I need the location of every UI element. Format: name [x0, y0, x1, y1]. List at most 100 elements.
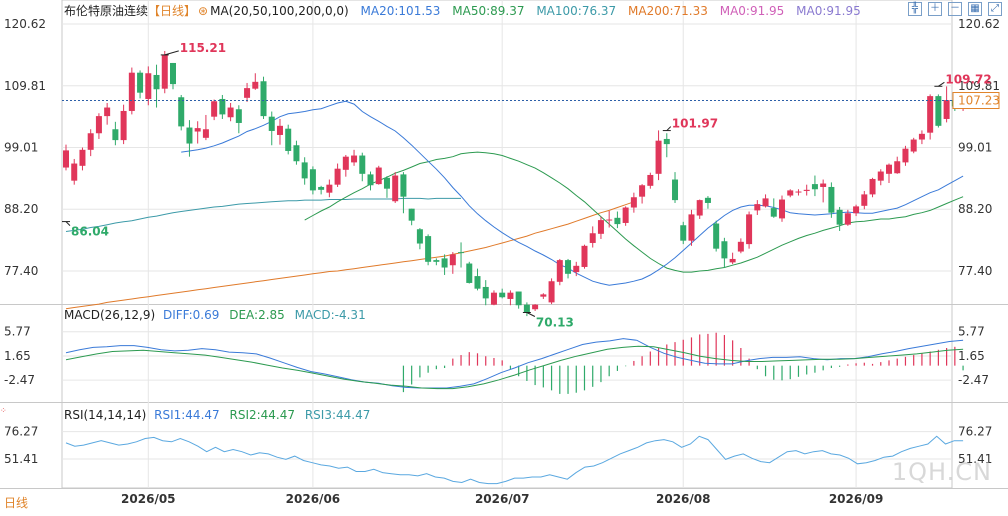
candle: [754, 200, 761, 215]
candle: [844, 209, 851, 226]
candle-body: [943, 100, 950, 119]
candle: [285, 124, 292, 155]
candle: [367, 171, 374, 191]
candle: [375, 165, 382, 185]
candle: [301, 157, 308, 185]
candle-body: [301, 162, 308, 179]
candle: [918, 130, 925, 145]
candle: [853, 204, 860, 217]
candle: [746, 211, 753, 249]
macd-tick-right-1: 1.65: [958, 349, 985, 363]
zoom-out-icon[interactable]: －: [948, 2, 962, 16]
macd-value-label: MACD:-4.31: [294, 308, 366, 322]
candle-body: [194, 128, 201, 132]
bottom-period-button[interactable]: 日线: [4, 496, 29, 510]
candle-body: [359, 155, 366, 174]
x-tick-label-0: 2026/05: [121, 492, 175, 506]
candle: [655, 130, 662, 181]
price-tick-left-4: 77.40: [4, 264, 38, 278]
candle-body: [597, 220, 604, 234]
zoom-in-icon[interactable]: ＋: [928, 2, 942, 16]
candle-body: [754, 204, 761, 211]
candle-body: [565, 260, 572, 274]
annotation-leader: [938, 81, 945, 87]
candle-body: [877, 171, 884, 181]
candle: [153, 64, 160, 108]
candle-body: [886, 164, 892, 174]
candle-body: [202, 129, 209, 138]
annotation-leader: [65, 221, 71, 226]
candle: [227, 102, 234, 122]
candle-body: [918, 133, 925, 140]
candle-body: [614, 217, 621, 225]
candle-body: [894, 161, 901, 174]
candle: [836, 206, 843, 231]
candle: [351, 149, 358, 166]
candle: [392, 172, 399, 203]
candle: [680, 221, 687, 245]
candle-body: [490, 292, 497, 305]
candle: [433, 258, 440, 266]
candle-body: [482, 286, 489, 299]
settings-icon[interactable]: ⊛: [198, 4, 209, 18]
rsi-label: RSI(14,14,14): [64, 408, 147, 422]
candle: [663, 133, 670, 158]
macd-label: MACD(26,12,9): [64, 308, 156, 322]
candle: [482, 280, 489, 306]
rsi-header: RSI(14,14,14) RSI1:44.47 RSI2:44.47 RSI3…: [64, 408, 370, 422]
candle-body: [120, 110, 127, 141]
candle: [639, 184, 646, 204]
rsi-tick-left-1: 51.41: [4, 452, 38, 466]
candle-body: [499, 292, 506, 298]
candle-body: [548, 281, 555, 303]
candle-body: [540, 294, 547, 297]
candle-body: [803, 189, 810, 191]
candle-body: [79, 149, 86, 166]
candle-body: [416, 229, 423, 244]
candle: [260, 76, 267, 119]
chart-toolbar: ╬ ＋ － ▦ ⤢: [908, 2, 1002, 16]
candle-body: [276, 125, 283, 135]
annotation-label: 101.97: [672, 117, 718, 131]
candle-body: [902, 148, 909, 163]
candle: [762, 194, 769, 208]
rsi3-label: RSI3:44.47: [304, 408, 371, 422]
rsi2-label: RSI2:44.47: [229, 408, 296, 422]
candle: [523, 302, 530, 317]
expand-icon[interactable]: ▦: [968, 2, 982, 16]
candle-body: [153, 74, 160, 90]
period-tag[interactable]: 【日线】: [148, 4, 197, 18]
x-tick-label-1: 2026/06: [286, 492, 340, 506]
candle: [211, 99, 218, 121]
crosshair-icon[interactable]: ╬: [908, 2, 922, 16]
candle: [737, 238, 744, 254]
candle-body: [869, 178, 876, 195]
candle-body: [573, 265, 580, 273]
macd-diff-label: DIFF:0.69: [162, 308, 220, 322]
candle: [828, 182, 835, 218]
candle: [466, 261, 473, 284]
axis-tick-layer: 120.62 120.62 109.81 109.81 99.01 99.01 88.20 8…: [4, 17, 1000, 506]
candle-body: [770, 208, 777, 217]
candle: [71, 158, 78, 185]
candle-body: [71, 163, 78, 181]
candle-body: [342, 156, 349, 170]
fullscreen-icon[interactable]: ⤢: [988, 2, 1002, 16]
annotation-leader: [164, 50, 179, 56]
candle-body: [318, 186, 325, 190]
candle: [359, 152, 366, 182]
candle-body: [112, 129, 119, 141]
candle: [540, 293, 547, 299]
candle-body: [672, 179, 679, 201]
candle: [630, 192, 637, 213]
candle: [688, 209, 695, 246]
x-tick-label-2: 2026/07: [475, 492, 529, 506]
candle-body: [532, 304, 539, 310]
macd-diff-line: [65, 338, 964, 389]
candle: [342, 154, 349, 177]
candle-body: [622, 207, 629, 223]
candle: [581, 244, 588, 269]
candle-body: [326, 184, 333, 193]
candle-body: [820, 183, 827, 187]
